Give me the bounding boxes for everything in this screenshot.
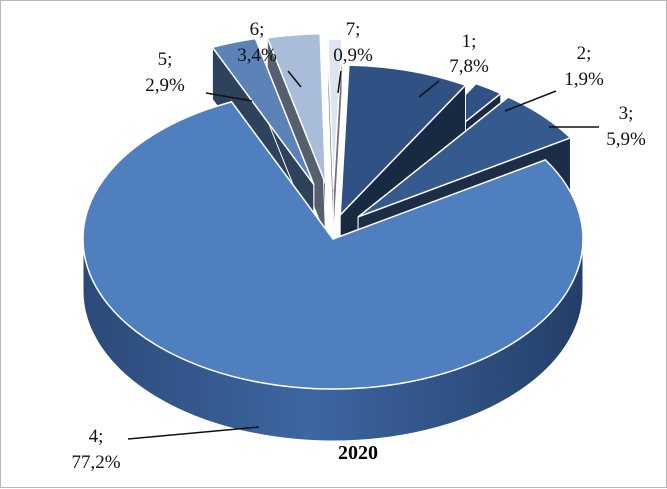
- chart-title: 2020: [338, 442, 378, 464]
- slice-label-2: 2; 1,9%: [504, 43, 604, 112]
- slice-id-label-3: 3;: [619, 103, 634, 124]
- slice-percent-label-3: 5,9%: [606, 129, 646, 150]
- slice-percent-label-5: 2,9%: [145, 75, 185, 96]
- slice-id-label-4: 4;: [89, 426, 104, 447]
- leader-line-1: [418, 80, 440, 98]
- pie-slice-4: [82, 100, 584, 442]
- leader-line-5: [205, 92, 253, 102]
- slice-percent-label-6: 3,4%: [237, 45, 277, 66]
- slice-id-label-5: 5;: [158, 49, 173, 70]
- slice-percent-label-2: 1,9%: [564, 69, 604, 90]
- slice-label-4: 4; 77,2%: [71, 426, 260, 473]
- slice-label-3: 3; 5,9%: [549, 103, 646, 150]
- slice-label-1: 1; 7,8%: [418, 31, 489, 98]
- slice-id-label-6: 6;: [250, 19, 265, 40]
- leader-line-4: [127, 426, 260, 440]
- leader-line-7: [337, 70, 342, 94]
- slice-percent-label-7: 0,9%: [333, 45, 373, 66]
- slice-label-5: 5; 2,9%: [145, 49, 253, 102]
- slice-label-7: 7; 0,9%: [333, 19, 373, 94]
- slice-id-label-1: 1;: [462, 31, 477, 52]
- leader-line-2: [504, 90, 557, 112]
- slice-percent-label-1: 7,8%: [449, 56, 489, 77]
- leader-line-6: [287, 70, 302, 88]
- slice-label-6: 6; 3,4%: [237, 19, 302, 88]
- slice-id-label-2: 2;: [577, 43, 592, 64]
- slice-percent-label-4: 77,2%: [71, 452, 120, 473]
- slice-id-label-7: 7;: [346, 19, 361, 40]
